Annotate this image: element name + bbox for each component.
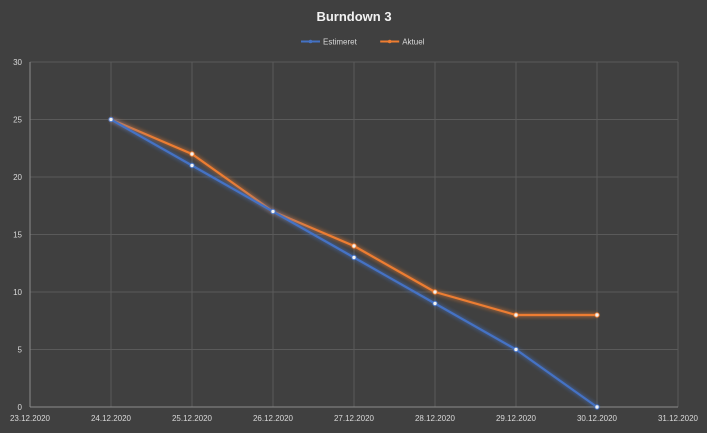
y-tick-label: 20	[13, 173, 22, 182]
x-tick-label: 23.12.2020	[10, 414, 51, 423]
axes: 0 5 10 15 20 25 30 23.12.2020 24.12.2020 25.12.20…	[10, 58, 699, 423]
gridlines	[30, 61, 679, 407]
data-point-estimeret	[513, 346, 519, 353]
data-point-estimeret	[189, 162, 195, 169]
x-tick-label: 24.12.2020	[91, 414, 132, 423]
legend-marker	[387, 39, 392, 44]
legend-label: Estimeret	[323, 38, 358, 47]
legend: Estimeret Aktuel	[301, 38, 425, 47]
legend-item-estimeret: Estimeret	[301, 38, 358, 47]
x-tick-label: 31.12.2020	[658, 414, 699, 423]
x-tick-label: 26.12.2020	[253, 414, 294, 423]
x-tick-label: 25.12.2020	[172, 414, 213, 423]
data-point-aktuel	[594, 312, 600, 318]
x-tick-label: 30.12.2020	[577, 414, 618, 423]
x-tick-label: 29.12.2020	[496, 414, 537, 423]
data-point-aktuel	[432, 289, 438, 295]
y-tick-label: 25	[13, 116, 22, 125]
data-point-aktuel	[513, 312, 519, 318]
x-tick-label: 28.12.2020	[415, 414, 456, 423]
data-point-aktuel	[351, 243, 357, 249]
data-point-estimeret	[108, 116, 114, 123]
legend-marker	[308, 39, 313, 44]
y-tick-label: 5	[18, 346, 23, 355]
legend-label: Aktuel	[402, 38, 424, 47]
chart-title: Burndown 3	[316, 9, 391, 24]
data-point-estimeret	[270, 208, 276, 215]
data-point-aktuel	[189, 151, 195, 157]
y-tick-label: 10	[13, 288, 22, 297]
x-tick-label: 27.12.2020	[334, 414, 375, 423]
data-point-estimeret	[594, 404, 600, 410]
legend-item-aktuel: Aktuel	[380, 38, 425, 47]
data-point-estimeret	[351, 254, 357, 261]
y-tick-label: 30	[13, 58, 22, 67]
y-tick-label: 15	[13, 231, 22, 240]
data-point-estimeret	[432, 300, 438, 307]
series-layer	[108, 116, 600, 410]
y-tick-label: 0	[18, 403, 23, 412]
